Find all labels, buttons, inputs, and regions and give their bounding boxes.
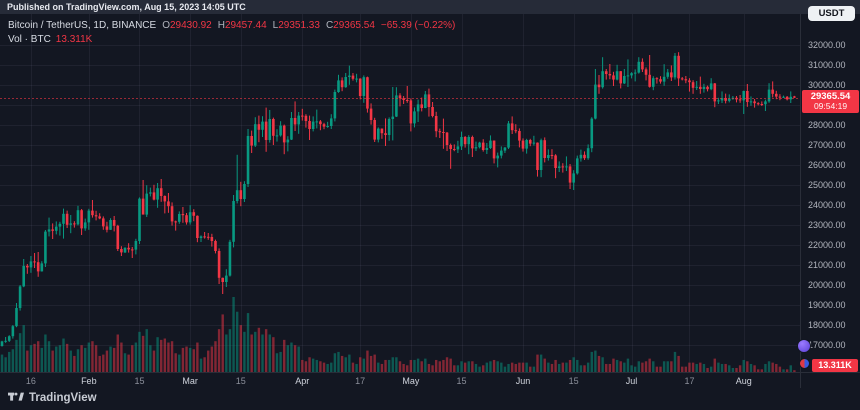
time-axis-label: 15 [235,376,246,386]
volume-legend-label: Vol · BTC [8,34,51,45]
price-scale-label: 19000.00 [808,300,846,310]
chart-pane[interactable]: Bitcoin / TetherUS, 1D, BINANCE O 29430.9… [0,14,800,372]
low-value: 29351.33 [278,20,320,31]
high-label: H [217,20,225,31]
sticker-icon-red-blue [799,358,810,369]
candlestick-chart-canvas[interactable] [0,14,800,372]
tradingview-logo-svg [8,392,24,401]
high-value: 29457.44 [224,20,267,31]
time-axis-label: Apr [295,376,310,386]
time-axis-label: 16 [25,376,36,386]
price-scale-label: 24000.00 [808,200,846,210]
time-axis-label: Jun [515,376,531,386]
change-value: −65.39 (−0.22%) [380,20,456,31]
volume-value-badge: 13.311K [812,359,858,372]
footer-brand[interactable]: TradingView [8,389,97,407]
time-axis-label: 15 [568,376,579,386]
price-scale-label: 21000.00 [808,260,846,270]
time-scale[interactable]: 16 Feb 15 Mar 15 Apr 17 May 15 Jun 15 Jul 17 Aug [0,373,800,389]
price-scale-label: 18000.00 [808,320,846,330]
low-label: L [272,20,279,31]
price-scale-label: 23000.00 [808,220,846,230]
price-scale-label: 30000.00 [808,80,846,90]
last-price-value: 29365.54 [810,90,851,102]
time-axis-label: 17 [684,376,695,386]
symbol-title: Bitcoin / TetherUS, 1D, BINANCE [8,20,157,31]
volume-legend-value: 13.311K [55,34,93,45]
time-axis-label: Feb [81,376,97,386]
published-banner: Published on TradingView.com, Aug 15, 20… [0,0,860,14]
time-axis-label: 15 [456,376,467,386]
chart-legend[interactable]: Bitcoin / TetherUS, 1D, BINANCE O 29430.9… [8,19,455,47]
open-value: 29430.92 [169,20,212,31]
price-scale-label: 32000.00 [808,40,846,50]
time-axis-label: 15 [134,376,145,386]
price-scale-label: 20000.00 [808,280,846,290]
price-scale[interactable]: 29365.54 09:54:19 13.311K 32000.00 31000.… [800,14,860,388]
close-value: 29365.54 [333,20,375,31]
price-scale-label: 27000.00 [808,140,846,150]
time-axis-separator [0,372,860,373]
legend-row-symbol[interactable]: Bitcoin / TetherUS, 1D, BINANCE O 29430.9… [8,19,455,33]
price-scale-label: 28000.00 [808,120,846,130]
sticker-icon-purple [797,339,811,353]
price-scale-label: 22000.00 [808,240,846,250]
bar-countdown: 09:54:19 [813,100,848,111]
price-scale-label: 26000.00 [808,160,846,170]
close-label: C [325,20,334,31]
price-scale-label: 25000.00 [808,180,846,190]
open-label: O [162,20,170,31]
tradingview-logo-icon[interactable] [8,389,24,407]
time-axis-label: 17 [355,376,366,386]
quote-currency-button[interactable]: USDT [808,6,855,21]
last-price-badge: 29365.54 09:54:19 [802,89,859,113]
tradingview-brand-text[interactable]: TradingView [29,392,97,404]
published-banner-text: Published on TradingView.com, Aug 15, 20… [7,2,246,12]
time-axis-label: May [402,376,420,386]
legend-row-volume[interactable]: Vol · BTC 13.311K [8,33,455,47]
time-axis-label: Aug [735,376,752,386]
price-scale-label: 17000.00 [808,340,846,350]
price-scale-label: 31000.00 [808,60,846,70]
time-axis-label: Jul [625,376,638,386]
time-axis-label: Mar [182,376,198,386]
